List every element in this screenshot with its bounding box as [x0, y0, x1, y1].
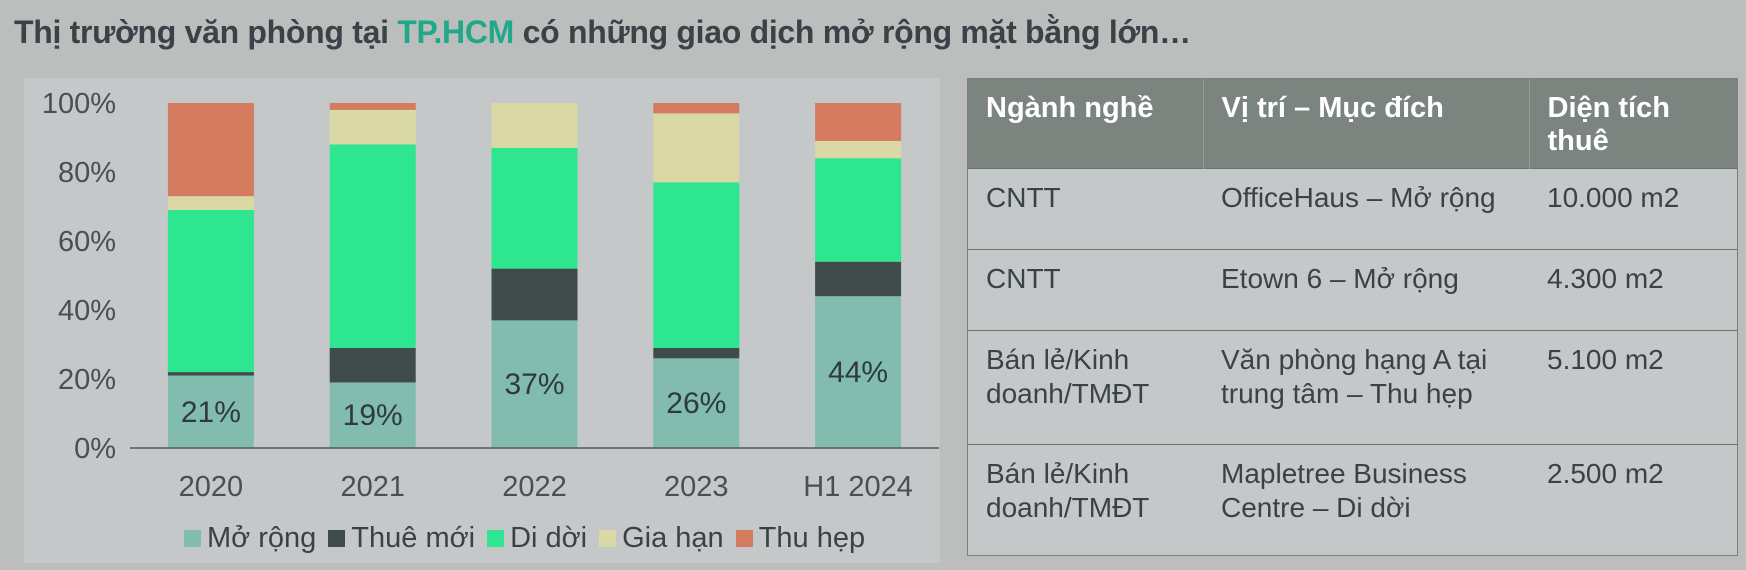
- x-tick-label: 2023: [664, 471, 729, 503]
- bar-segment-di-doi: [815, 158, 902, 262]
- bar-segment-di-doi: [329, 144, 416, 348]
- transactions-table-panel: Ngành nghề Vị trí – Mục đích Diện tích t…: [967, 78, 1738, 557]
- bar-segment-mo-rong: [653, 358, 740, 448]
- legend-label-mo-rong: Mở rộng: [207, 522, 317, 554]
- legend-item-gia-han: Gia hạn: [599, 522, 724, 555]
- bar-segment-thu-hep: [167, 103, 254, 197]
- bar-segment-gia-han: [653, 113, 740, 183]
- y-tick-label: 80%: [58, 157, 116, 189]
- y-tick-label: 20%: [58, 364, 116, 396]
- cell-vi-tri-muc-dich: Etown 6 – Mở rộng: [1203, 249, 1529, 331]
- bar-segment-gia-han: [167, 196, 254, 210]
- cell-dien-tich: 2.500 m2: [1529, 444, 1737, 557]
- x-tick-label: 2022: [502, 471, 567, 503]
- legend-swatch-mo-rong: [184, 530, 201, 547]
- cell-vi-tri-muc-dich: Văn phòng hạng A tại trung tâm – Thu hẹp: [1203, 330, 1529, 445]
- y-tick-label: 60%: [58, 226, 116, 258]
- legend-label-thue-moi: Thuê mới: [351, 522, 476, 554]
- legend-swatch-di-doi: [487, 530, 505, 547]
- title-highlight: TP.HCM: [397, 14, 515, 50]
- bar-segment-mo-rong: [329, 382, 416, 448]
- y-tick-label: 0%: [74, 433, 116, 465]
- bar-segment-thue-moi: [815, 261, 902, 297]
- legend-item-mo-rong: Mở rộng: [184, 522, 316, 555]
- table-row: Bán lẻ/Kinh doanh/TMĐT Mapletree Busines…: [968, 444, 1737, 557]
- bar-segment-di-doi: [491, 147, 578, 269]
- bar-segment-thue-moi: [653, 347, 740, 359]
- data-label: 21%: [181, 396, 241, 429]
- legend-item-thue-moi: Thuê mới: [328, 522, 475, 555]
- header-nganh-nghe: Ngành nghề: [968, 79, 1204, 169]
- title-suffix: có những giao dịch mở rộng mặt bằng lớn…: [514, 14, 1192, 50]
- legend-swatch-gia-han: [599, 530, 617, 547]
- y-tick-label: 100%: [42, 88, 116, 120]
- x-tick-label: 2020: [179, 471, 244, 503]
- table-header-row: Ngành nghề Vị trí – Mục đích Diện tích t…: [968, 79, 1737, 169]
- table-row: CNTT OfficeHaus – Mở rộng 10.000 m2: [968, 168, 1737, 250]
- bar-segment-mo-rong: [491, 320, 578, 448]
- bar-segment-mo-rong: [167, 375, 254, 448]
- cell-nganh-nghe: Bán lẻ/Kinh doanh/TMĐT: [968, 330, 1203, 445]
- header-vi-tri-muc-dich: Vị trí – Mục đích: [1203, 79, 1530, 169]
- cell-vi-tri-muc-dich: OfficeHaus – Mở rộng: [1203, 168, 1529, 250]
- data-label: 19%: [343, 399, 403, 432]
- cell-nganh-nghe: CNTT: [968, 168, 1203, 250]
- cell-nganh-nghe: Bán lẻ/Kinh doanh/TMĐT: [968, 444, 1203, 557]
- cell-nganh-nghe: CNTT: [968, 249, 1203, 331]
- header-dien-tich-thue: Diện tích thuê: [1529, 79, 1737, 169]
- page-title: Thị trường văn phòng tại TP.HCM có những…: [14, 14, 1191, 51]
- chart-panel: 0% 20% 40% 60% 80% 100% 21% 2020 19% 2021 37% 2022 2…: [24, 78, 940, 563]
- bar-segment-thue-moi: [491, 268, 578, 321]
- bar-segment-thu-hep: [329, 103, 416, 110]
- data-label: 44%: [828, 356, 888, 389]
- cell-dien-tich: 10.000 m2: [1529, 168, 1737, 250]
- x-tick-label: 2021: [340, 471, 405, 503]
- transactions-table: Ngành nghề Vị trí – Mục đích Diện tích t…: [968, 79, 1737, 557]
- legend-swatch-thue-moi: [328, 530, 346, 547]
- title-prefix: Thị trường văn phòng tại: [14, 14, 398, 50]
- cell-dien-tich: 4.300 m2: [1529, 249, 1737, 331]
- bar-segment-thu-hep: [815, 103, 902, 141]
- legend-label-di-doi: Di dời: [510, 522, 588, 554]
- legend-item-thu-hep: Thu hẹp: [735, 522, 866, 555]
- bar-segment-thue-moi: [329, 347, 416, 383]
- cell-vi-tri-muc-dich: Mapletree Business Centre – Di dời: [1203, 444, 1529, 557]
- bar-segment-gia-han: [815, 140, 902, 159]
- bar-segment-gia-han: [329, 109, 416, 145]
- bar-segment-mo-rong: [815, 296, 902, 448]
- legend-label-gia-han: Gia hạn: [622, 522, 724, 554]
- legend-label-thu-hep: Thu hẹp: [758, 522, 866, 554]
- table-row: CNTT Etown 6 – Mở rộng 4.300 m2: [968, 249, 1737, 331]
- bar-segment-gia-han: [491, 103, 578, 148]
- stacked-bar-chart: 0% 20% 40% 60% 80% 100% 21% 2020 19% 2021 37% 2022 2…: [42, 88, 939, 503]
- bar-segment-di-doi: [653, 182, 740, 348]
- cell-dien-tich: 5.100 m2: [1529, 330, 1737, 445]
- y-tick-label: 40%: [58, 295, 116, 327]
- legend-item-di-doi: Di dời: [487, 522, 587, 555]
- bar-segment-di-doi: [167, 209, 254, 373]
- bar-segment-thue-moi: [167, 372, 254, 376]
- data-label: 37%: [504, 368, 564, 401]
- bar-segment-thu-hep: [653, 103, 740, 114]
- data-label: 26%: [666, 387, 726, 420]
- x-tick-label: H1 2024: [803, 471, 913, 503]
- legend-swatch-thu-hep: [735, 530, 753, 547]
- table-row: Bán lẻ/Kinh doanh/TMĐT Văn phòng hạng A …: [968, 330, 1737, 445]
- chart-legend: Mở rộng Thuê mới Di dời Gia hạn Thu hẹp: [184, 522, 865, 555]
